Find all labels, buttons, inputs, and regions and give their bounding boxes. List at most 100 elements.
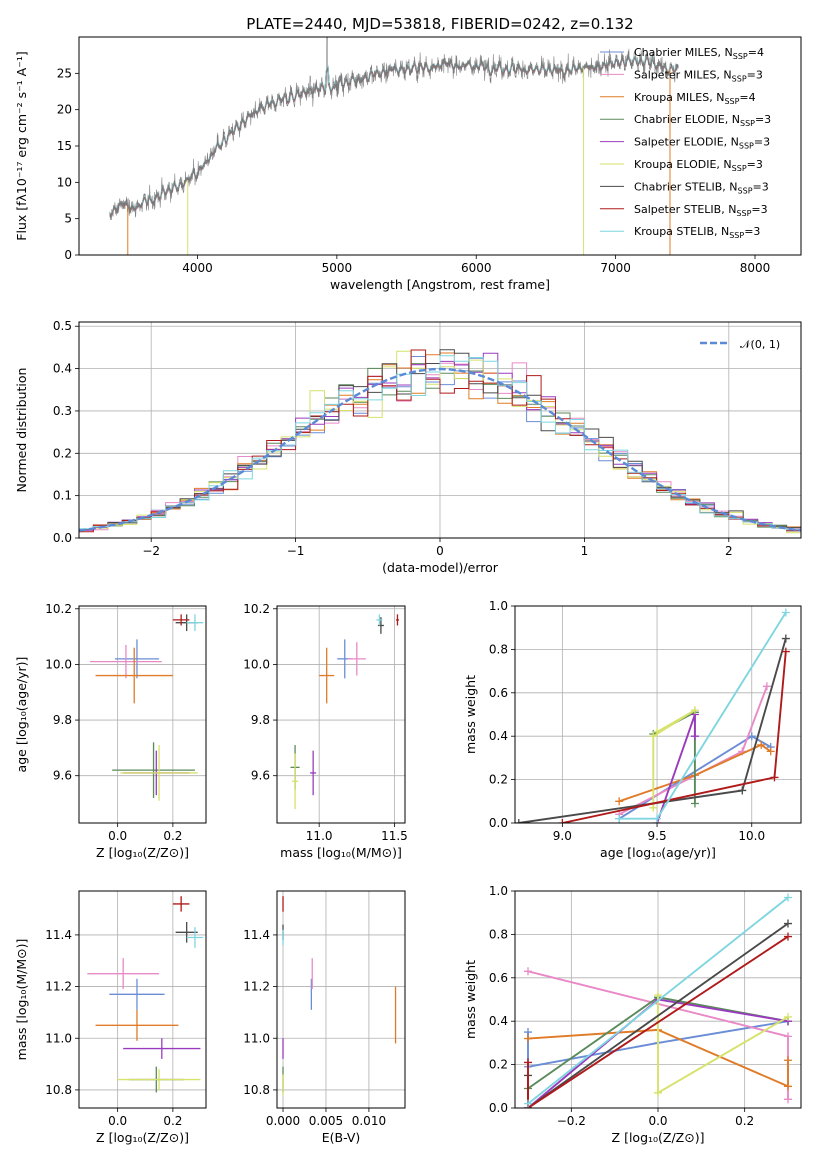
y-tick-label: 0.2 (489, 773, 508, 787)
x-axis-label: E(B-V) (322, 1130, 361, 1145)
plot-frame (276, 605, 406, 824)
plot-frame (78, 36, 802, 256)
marker-kroupa_elodie (649, 732, 658, 741)
y-tick-label: 15 (57, 139, 72, 153)
y-tick-label: 0.0 (489, 816, 508, 830)
series-line-kroupa_miles (618, 743, 772, 803)
x-tick-label: 0.005 (309, 1114, 343, 1128)
x-axis-label: mass [log₁₀(M/M⊙)] (280, 845, 402, 860)
y-tick-label: 5 (64, 212, 72, 226)
axes-weight_vs_age: 9.0 9.5 10.0 0.0 0.2 0.4 0.6 0.8 1.0 age [log₁₀(a… (463, 599, 802, 860)
x-tick-label: 4000 (182, 261, 213, 275)
y-tick-label: 0.8 (489, 927, 508, 941)
x-tick-label: 11.0 (306, 829, 333, 843)
plot-frame (514, 605, 802, 824)
marker-kroupa_elodie (654, 1088, 662, 1097)
series-line-salpeter_stelib (527, 935, 789, 1108)
model-spectrum-chabrier_miles (109, 56, 679, 218)
axes-mass_vs_ebv: 0.000 0.005 0.010 10.8 11.0 11.2 11.4 E(B-V) (243, 890, 406, 1145)
marker-kroupa_miles (757, 740, 766, 749)
legend-label: Kroupa ELODIE, NSSP=3 (634, 158, 763, 173)
model-spectrum-salpeter_miles (109, 56, 679, 217)
axes-residuals: −2 −1 0 1 2 0.0 0.1 0.2 0.3 0.4 0.5 (data-model)/er… (14, 319, 802, 575)
plot-frame (514, 890, 802, 1109)
y-tick-label: 10.0 (243, 657, 270, 671)
marker-kroupa_stelib (653, 814, 662, 823)
spectrum-legend: Chabrier MILES, NSSP=4 Salpeter MILES, NS… (600, 46, 771, 240)
marker-chabrier_elodie (690, 799, 699, 808)
y-tick-label: 9.8 (251, 713, 270, 727)
y-tick-label: 0.5 (53, 319, 72, 333)
marker-kroupa_stelib (784, 893, 792, 902)
marker-kroupa_elodie (690, 706, 699, 715)
x-tick-label: 0.010 (352, 1114, 386, 1128)
model-spectrum-kroupa_elodie (109, 54, 679, 216)
histogram-kroupa_stelib (79, 355, 801, 538)
marker-kroupa_elodie (654, 991, 662, 1000)
legend-label: Chabrier MILES, NSSP=4 (634, 46, 764, 61)
y-tick-label: 11.0 (243, 1031, 270, 1045)
x-tick-label: 0 (436, 544, 444, 558)
marker-chabrier_miles (747, 732, 756, 741)
series-line-kroupa_stelib (527, 896, 789, 1105)
x-axis-label: Z [log₁₀(Z/Z⊙)] (96, 1130, 189, 1145)
y-tick-label: 20 (57, 103, 72, 117)
legend-label: Kroupa STELIB, NSSP=3 (634, 225, 760, 240)
y-tick-label: 10.2 (243, 602, 270, 616)
y-tick-label: 0 (64, 248, 72, 262)
marker-kroupa_elodie (653, 727, 662, 736)
x-tick-label: 1 (581, 544, 589, 558)
marker-salpeter_miles (762, 682, 771, 691)
series-line-kroupa_stelib (619, 611, 787, 820)
marker-salpeter_elodie (690, 732, 699, 741)
plot-frame (78, 890, 207, 1109)
x-tick-label: 10.0 (738, 829, 765, 843)
marker-salpeter_stelib (781, 647, 790, 656)
y-tick-label: 0.4 (489, 729, 508, 743)
observed-spectrum (109, 37, 679, 221)
model-spectrum-chabrier_stelib (109, 54, 679, 216)
x-tick-label: 0.000 (266, 1114, 300, 1128)
legend-label: Salpeter MILES, NSSP=3 (634, 68, 763, 83)
marker-kroupa_stelib (524, 1099, 532, 1108)
x-axis-label: (data-model)/error (382, 560, 499, 575)
normal-curve (79, 367, 801, 532)
marker-kroupa_miles (766, 747, 775, 756)
plot-area-spectrum (109, 37, 679, 255)
plot-area-age_vs_mass (290, 614, 399, 810)
marker-salpeter_stelib (770, 773, 779, 782)
plot-area-weight_vs_age (515, 608, 790, 823)
x-tick-label: 0.0 (108, 829, 127, 843)
marker-kroupa_miles (784, 1082, 792, 1091)
plot-frame (78, 321, 802, 539)
axes-age_vs_Z: 0.0 0.2 9.6 9.8 10.0 10.2 Z [log₁₀(Z/Z⊙)] age [… (14, 602, 207, 860)
marker-salpeter_miles (784, 1095, 792, 1104)
marker-kroupa_elodie (784, 1012, 792, 1021)
plot-frame (78, 605, 207, 824)
y-axis-label: mass [log₁₀(M/M⊙)] (14, 939, 29, 1061)
plot-area-age_vs_Z (90, 614, 204, 801)
y-tick-label: 9.6 (53, 769, 72, 783)
marker-kroupa_miles (524, 1034, 532, 1043)
legend-label: Salpeter ELODIE, NSSP=3 (634, 136, 770, 151)
plot-frame (276, 890, 406, 1109)
legend-label: 𝒩(0, 1) (740, 338, 780, 351)
plot-area-weight_vs_Z (524, 893, 792, 1108)
x-tick-label: −1 (287, 544, 305, 558)
plot-area-mass_vs_Z (87, 896, 204, 1093)
marker-salpeter_stelib (524, 1058, 532, 1067)
marker-kroupa_stelib (615, 814, 624, 823)
y-axis-label: mass weight (463, 675, 478, 754)
y-tick-label: 10.0 (45, 657, 72, 671)
x-tick-label: 9.0 (553, 829, 572, 843)
x-tick-label: 0.0 (108, 1114, 127, 1128)
marker-salpeter_miles (524, 967, 532, 976)
x-axis-label: wavelength [Angstrom, rest frame] (330, 277, 550, 292)
y-tick-label: 0.2 (489, 1058, 508, 1072)
x-tick-label: 11.5 (381, 829, 408, 843)
legend-label: Salpeter STELIB, NSSP=3 (634, 203, 768, 218)
marker-salpeter_miles (784, 1032, 792, 1041)
plot-area-mass_vs_ebv (282, 896, 397, 1096)
x-tick-label: −0.2 (557, 1114, 586, 1128)
model-spectrum-kroupa_miles (109, 55, 679, 217)
